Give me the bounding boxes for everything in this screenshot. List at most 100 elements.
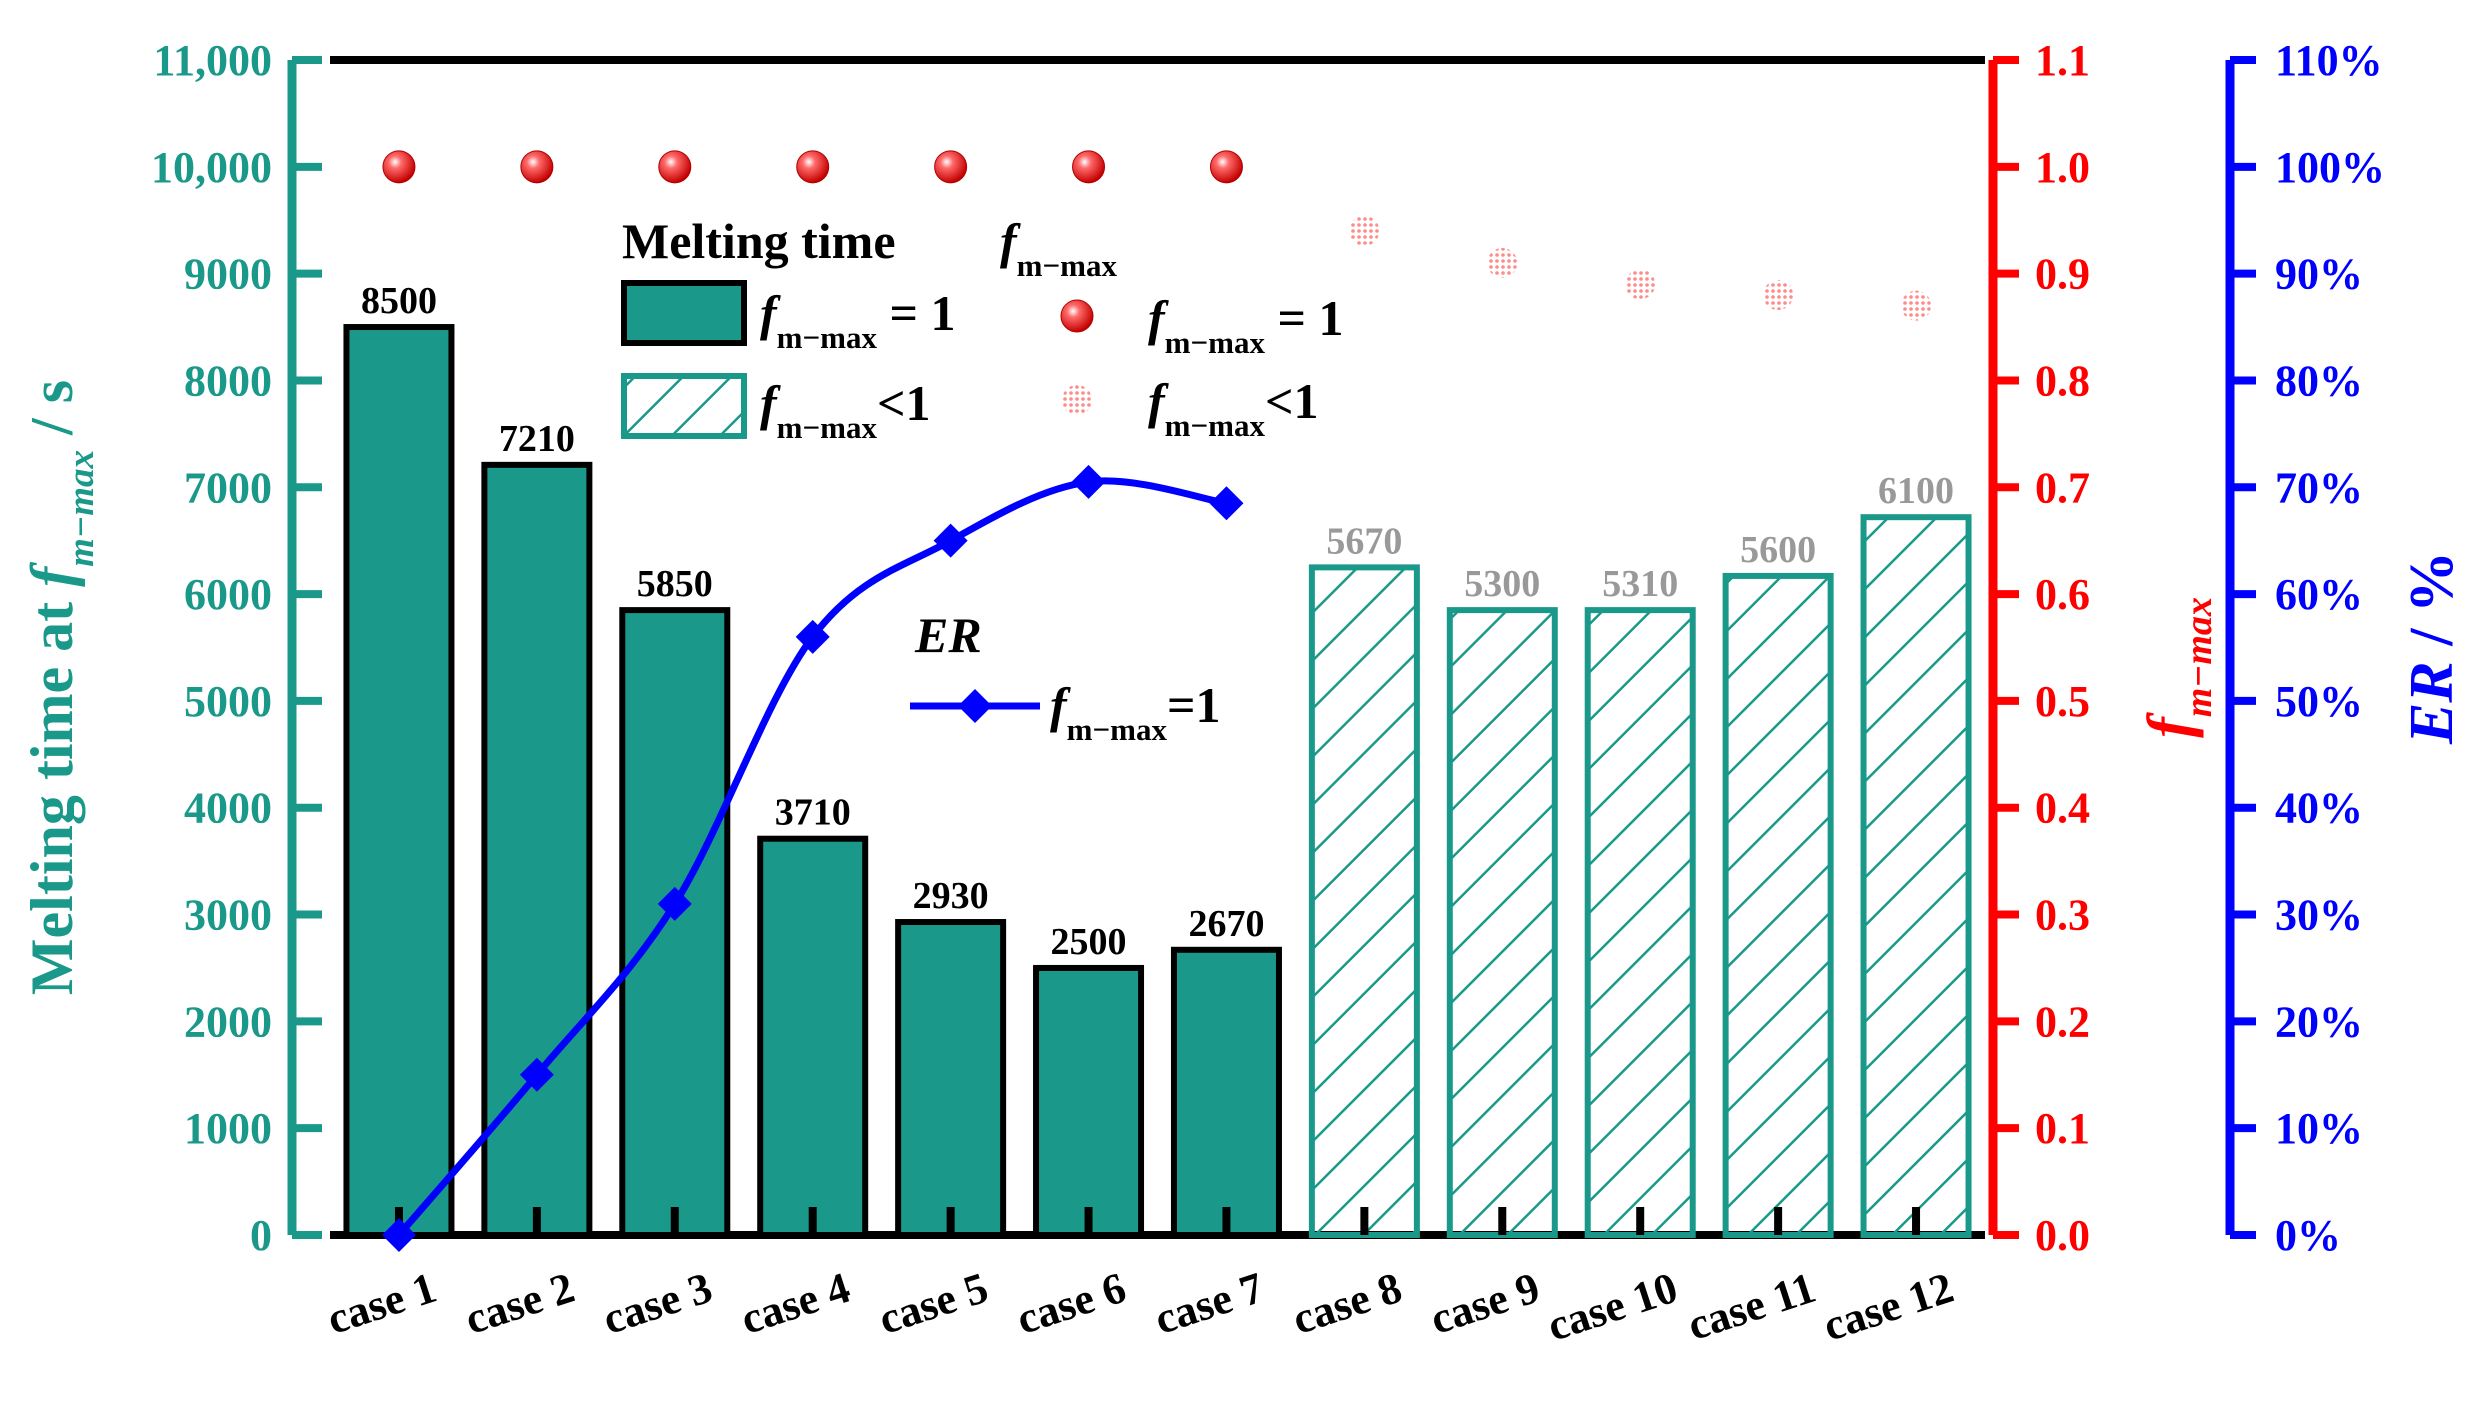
er-line-layer — [381, 464, 1244, 1252]
right-tick-label-9: 0.9 — [2035, 250, 2090, 299]
bar-10 — [1584, 607, 1696, 1238]
legend-swatch-hatched — [621, 373, 747, 439]
x-label-7: case 7 — [1149, 1263, 1270, 1344]
left-tick-label-11: 11,000 — [153, 36, 272, 85]
right-tick-label-2: 0.2 — [2035, 997, 2090, 1046]
right-axis-title: fm−max — [2136, 597, 2220, 738]
er-tick-label-6: 60% — [2275, 570, 2363, 619]
left-tick-label-2: 2000 — [184, 997, 272, 1046]
er-tick-label-11: 110% — [2275, 36, 2383, 85]
bar-8 — [1308, 564, 1420, 1238]
bar-label-6: 2500 — [1051, 921, 1127, 963]
fm-dot-4 — [796, 150, 830, 184]
er-tick-label-4: 40% — [2275, 784, 2363, 833]
bar-label-12: 6100 — [1878, 470, 1954, 512]
bar-label-8: 5670 — [1326, 520, 1402, 562]
legend-melting-title: Melting time — [622, 213, 896, 269]
legend-hatched-label-part: f — [760, 375, 781, 431]
legend-er-marker — [958, 689, 992, 723]
legend-swatch-solid — [621, 280, 747, 346]
left-axis-title-part: m−max — [61, 450, 102, 567]
fm-dot-5 — [934, 150, 968, 184]
er-tick-label-7: 70% — [2275, 463, 2363, 512]
bars-layer: 8500 7210 5850 3710 2930 2500 2670 5670 5300 5310… — [343, 280, 1972, 1239]
legend-solid-label-part: f — [760, 285, 781, 341]
legend-fm-title-part: f — [1000, 213, 1021, 269]
left-axis-title-part: Melting time at — [19, 587, 85, 995]
bar-label-5: 2930 — [913, 875, 989, 917]
bar-label-7: 2670 — [1188, 903, 1264, 945]
legend-hatched-label-part: m−max — [777, 410, 878, 445]
plot-frame-layer — [330, 56, 1985, 1239]
bar-label-11: 5600 — [1740, 529, 1816, 571]
left-tick-label-1: 1000 — [184, 1104, 272, 1153]
fm-dot-9 — [1487, 247, 1518, 278]
fm-dot-1 — [382, 150, 416, 184]
legend-fm-title: fm−max — [1000, 213, 1117, 283]
legend-er-label-part: =1 — [1167, 677, 1221, 733]
x-label-5: case 5 — [873, 1263, 994, 1344]
er-tick-label-9: 90% — [2275, 250, 2363, 299]
x-label-10: case 10 — [1541, 1263, 1683, 1351]
right-tick-label-3: 0.3 — [2035, 891, 2090, 940]
right-tick-label-5: 0.5 — [2035, 677, 2090, 726]
right-tick-label-0: 0.0 — [2035, 1211, 2090, 1260]
bar-3 — [619, 607, 731, 1238]
legend-dot-faded-label-part: f — [1148, 373, 1169, 429]
bar-12 — [1860, 514, 1972, 1238]
bar-7 — [1170, 946, 1282, 1239]
left-tick-label-0: 0 — [250, 1211, 272, 1260]
left-tick-label-6: 6000 — [184, 570, 272, 619]
left-tick-label-3: 3000 — [184, 891, 272, 940]
left-axis-title-part: / s — [19, 380, 85, 450]
legend-er-label-part: m−max — [1067, 712, 1168, 747]
er-axis-title-part: ER — [2398, 661, 2466, 745]
bar-label-9: 5300 — [1464, 563, 1540, 605]
legend-hatched-label-part: <1 — [877, 375, 931, 431]
left-tick-label-10: 10,000 — [151, 143, 272, 192]
er-tick-label-2: 20% — [2275, 997, 2363, 1046]
fm-dot-7 — [1209, 150, 1243, 184]
er-marker-4 — [795, 619, 830, 654]
legend-dot-solid-label-part: m−max — [1165, 325, 1266, 360]
left-axis-title: Melting time at fm−max / s — [19, 380, 102, 995]
left-tick-label-9: 9000 — [184, 250, 272, 299]
legend-solid-label-part: m−max — [777, 320, 878, 355]
bar-4 — [757, 835, 869, 1238]
bar-label-4: 3710 — [775, 792, 851, 834]
er-tick-label-8: 80% — [2275, 356, 2363, 405]
er-marker-5 — [933, 523, 968, 558]
left-tick-label-5: 5000 — [184, 677, 272, 726]
er-tick-label-0: 0% — [2275, 1211, 2341, 1260]
x-label-9: case 9 — [1424, 1263, 1545, 1344]
er-marker-2 — [519, 1057, 554, 1092]
legend-dot-faded — [1062, 385, 1092, 415]
left-tick-label-8: 8000 — [184, 356, 272, 405]
bar-6 — [1033, 964, 1145, 1238]
er-marker-3 — [657, 886, 692, 921]
right-tick-label-7: 0.7 — [2035, 463, 2090, 512]
legend-dot-solid-label-part: = 1 — [1265, 290, 1344, 346]
fm-dot-6 — [1072, 150, 1106, 184]
right-tick-label-4: 0.4 — [2035, 784, 2090, 833]
er-tick-label-10: 100% — [2275, 143, 2385, 192]
fm-dot-10 — [1625, 269, 1656, 300]
left-tick-label-4: 4000 — [184, 784, 272, 833]
x-label-12: case 12 — [1817, 1263, 1959, 1351]
right-tick-label-8: 0.8 — [2035, 356, 2090, 405]
bar-9 — [1446, 607, 1558, 1238]
er-tick-label-1: 10% — [2275, 1104, 2363, 1153]
x-label-4: case 4 — [735, 1263, 856, 1344]
right-tick-label-11: 1.1 — [2035, 36, 2090, 85]
right-axis-title-part: m−max — [2178, 597, 2220, 717]
bar-label-10: 5310 — [1602, 563, 1678, 605]
bar-1 — [343, 324, 455, 1238]
legend-dot-solid — [1060, 299, 1094, 333]
fm-max-dots-layer — [382, 150, 1932, 321]
legend-er-label: fm−max=1 — [1050, 677, 1220, 747]
right-tick-label-6: 0.6 — [2035, 570, 2090, 619]
er-tick-label-5: 50% — [2275, 677, 2363, 726]
legend-er-title: ER — [914, 607, 982, 663]
